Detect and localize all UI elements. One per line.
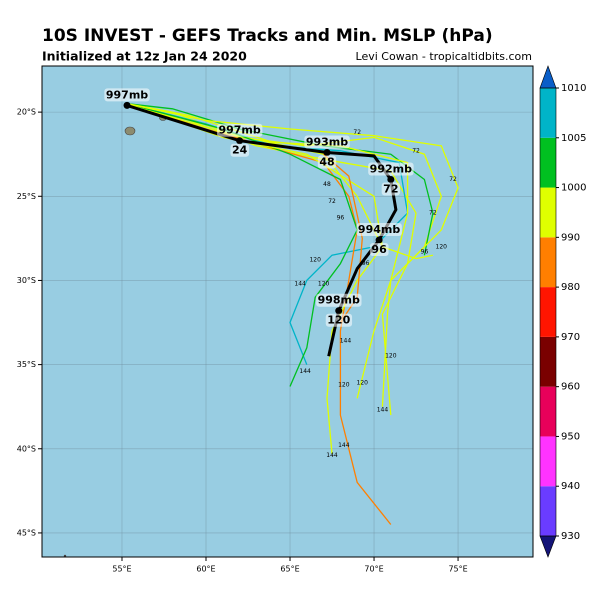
member-hour-label: 120: [385, 353, 397, 360]
label-box: [381, 182, 400, 196]
colorbar-label: 940: [561, 481, 580, 492]
colorbar-segment: [540, 237, 556, 288]
colorbar-label: 1010: [561, 83, 586, 94]
colorbar-segment: [540, 336, 556, 387]
y-tick-label: 45°S: [17, 528, 36, 537]
label-box: [317, 155, 337, 169]
colorbar-segment: [540, 486, 556, 536]
x-tick-label: 65°E: [280, 565, 299, 574]
member-hour-label: 72: [449, 176, 457, 183]
member-hour-label: 144: [338, 442, 350, 449]
member-hour-label: 48: [323, 181, 331, 188]
member-hour-label: 72: [328, 198, 336, 205]
x-tick-label: 70°E: [364, 565, 383, 574]
colorbar-label: 980: [561, 282, 580, 293]
member-hour-label: 72: [353, 129, 361, 136]
pressure-label: 994mb: [358, 223, 400, 236]
y-tick-label: 25°S: [17, 192, 36, 201]
mean-track-point: [387, 175, 395, 183]
hour-label: 96: [371, 243, 387, 256]
island: [124, 126, 136, 136]
label-box: [304, 135, 350, 149]
y-tick-label: 40°S: [17, 444, 36, 453]
mean-track-point: [236, 137, 244, 145]
mean-track-point: [123, 101, 131, 109]
colorbar-label: 970: [561, 332, 580, 343]
label-box: [104, 88, 150, 102]
island: [63, 554, 67, 557]
pressure-label: 992mb: [370, 162, 412, 175]
y-tick-label: 30°S: [17, 276, 36, 285]
x-tick-label: 75°E: [448, 565, 467, 574]
ocean: [42, 66, 533, 557]
colorbar-segment: [540, 137, 556, 188]
label-box: [356, 223, 402, 237]
map-frame: [41, 65, 534, 558]
colorbar-label: 990: [561, 232, 580, 243]
member-hour-label: 96: [362, 260, 370, 267]
colorbar-segment: [540, 88, 556, 138]
credit: Levi Cowan - tropicaltidbits.com: [356, 50, 532, 63]
pressure-label: 993mb: [306, 136, 348, 149]
map-layers: 7272727272489696961201201201201441441441…: [42, 66, 533, 557]
hour-label: 48: [319, 156, 334, 169]
colorbar-label: 950: [561, 431, 580, 442]
pressure-label: 998mb: [318, 294, 360, 307]
colorbar-label: 1005: [561, 133, 586, 144]
colorbar-segment: [540, 386, 556, 437]
hour-label: 24: [232, 144, 248, 157]
chart-subtitle: Initialized at 12z Jan 24 2020: [42, 49, 247, 64]
member-hour-label: 144: [294, 280, 306, 287]
member-hour-label: 120: [436, 243, 448, 250]
member-hour-label: 120: [309, 257, 321, 264]
member-hour-label: 144: [299, 368, 311, 375]
label-box: [216, 123, 263, 137]
mean-track-point: [335, 307, 343, 315]
member-hour-label: 120: [357, 380, 369, 387]
member-hour-label: 96: [421, 248, 429, 255]
colorbar-label: 1000: [561, 183, 586, 194]
label-box: [325, 313, 353, 327]
member-hour-label: 96: [337, 215, 345, 222]
mean-track-point: [323, 149, 331, 157]
pressure-label: 997mb: [218, 124, 260, 137]
member-hour-label: 144: [326, 452, 338, 459]
pressure-label: 997mb: [106, 88, 148, 101]
y-tick-label: 35°S: [17, 360, 36, 369]
y-tick-label: 20°S: [17, 108, 36, 117]
hour-label: 72: [383, 182, 398, 195]
x-tick-label: 55°E: [112, 565, 131, 574]
colorbar-segment: [540, 187, 556, 238]
colorbar-segment: [540, 287, 556, 337]
member-hour-label: 120: [338, 381, 350, 388]
member-track: [126, 103, 459, 265]
label-box: [316, 293, 362, 307]
member-hour-label: 72: [412, 147, 420, 154]
colorbar-label: 960: [561, 382, 580, 393]
chart-title: 10S INVEST - GEFS Tracks and Min. MSLP (…: [42, 26, 493, 46]
member-hour-label: 144: [377, 407, 389, 414]
hour-label: 120: [327, 314, 350, 327]
label-box: [369, 243, 389, 257]
label-box: [368, 162, 414, 176]
mean-track-point: [375, 236, 383, 244]
colorbar-label: 930: [561, 531, 580, 542]
colorbar-frame: [539, 87, 557, 537]
colorbar-extend: [539, 535, 557, 558]
x-tick-label: 60°E: [196, 565, 215, 574]
colorbar-extend: [539, 65, 557, 89]
label-box: [230, 143, 250, 157]
colorbar-segment: [540, 436, 556, 487]
member-hour-label: 72: [429, 210, 437, 217]
member-hour-label: 120: [318, 280, 330, 287]
member-hour-label: 144: [340, 338, 352, 345]
